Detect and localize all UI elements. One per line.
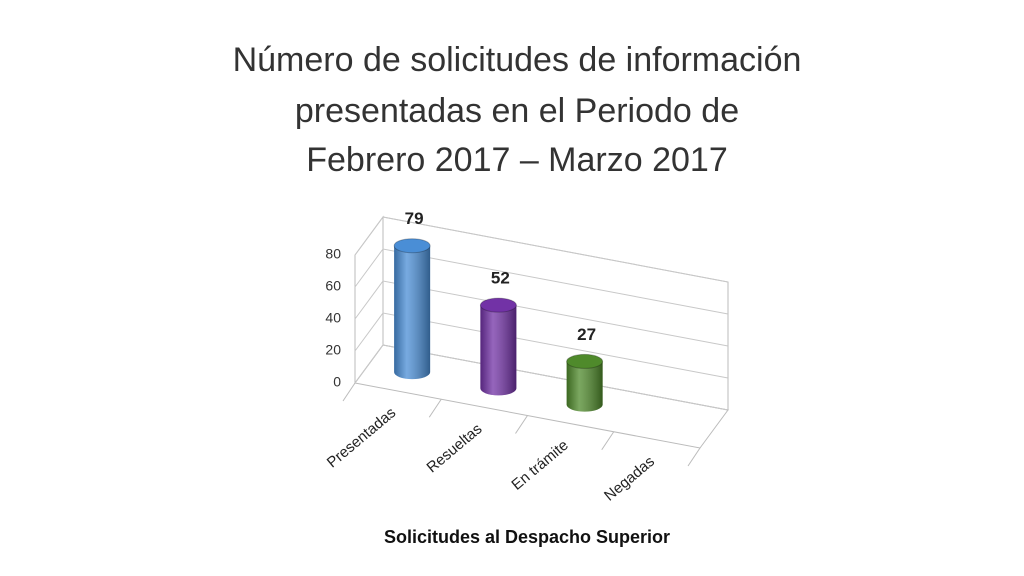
bar-shade	[566, 361, 603, 412]
grid-line	[354, 216, 729, 283]
bar-top	[566, 353, 604, 369]
y-tick-label: 60	[325, 278, 341, 294]
x-tick-label: Presentadas	[324, 404, 399, 471]
x-tick-label: En trámite	[508, 437, 571, 494]
category-divider	[687, 447, 701, 467]
data-label: 52	[491, 269, 510, 288]
grid-line	[354, 248, 729, 315]
data-label: 27	[577, 325, 596, 344]
chart-title: Febrero 2017 – Marzo 2017	[306, 141, 727, 179]
y-tick-label: 0	[333, 374, 341, 390]
y-tick-label: 20	[325, 342, 341, 358]
bar-top	[479, 297, 517, 313]
category-divider	[428, 398, 442, 418]
bar	[479, 297, 517, 396]
x-axis-label: Solicitudes al Despacho Superior	[384, 527, 670, 547]
category-divider	[601, 431, 615, 451]
bar	[393, 238, 431, 380]
y-tick-label: 40	[325, 310, 341, 326]
category-divider	[515, 415, 528, 434]
data-label: 79	[405, 209, 424, 228]
chart-title: Número de solicitudes de información	[233, 41, 802, 79]
grid-line	[354, 344, 729, 411]
y-tick-label: 80	[325, 246, 341, 262]
chart-title: presentadas en el Periodo de	[295, 92, 739, 130]
bar	[566, 353, 604, 412]
bar-top	[393, 238, 431, 254]
category-divider	[342, 382, 356, 402]
grid-line	[354, 280, 729, 347]
grid-line	[354, 312, 729, 379]
bar-shade	[394, 245, 431, 380]
bar-shade	[480, 305, 517, 396]
x-tick-label: Resueltas	[423, 420, 485, 476]
x-tick-label: Negadas	[601, 453, 658, 505]
